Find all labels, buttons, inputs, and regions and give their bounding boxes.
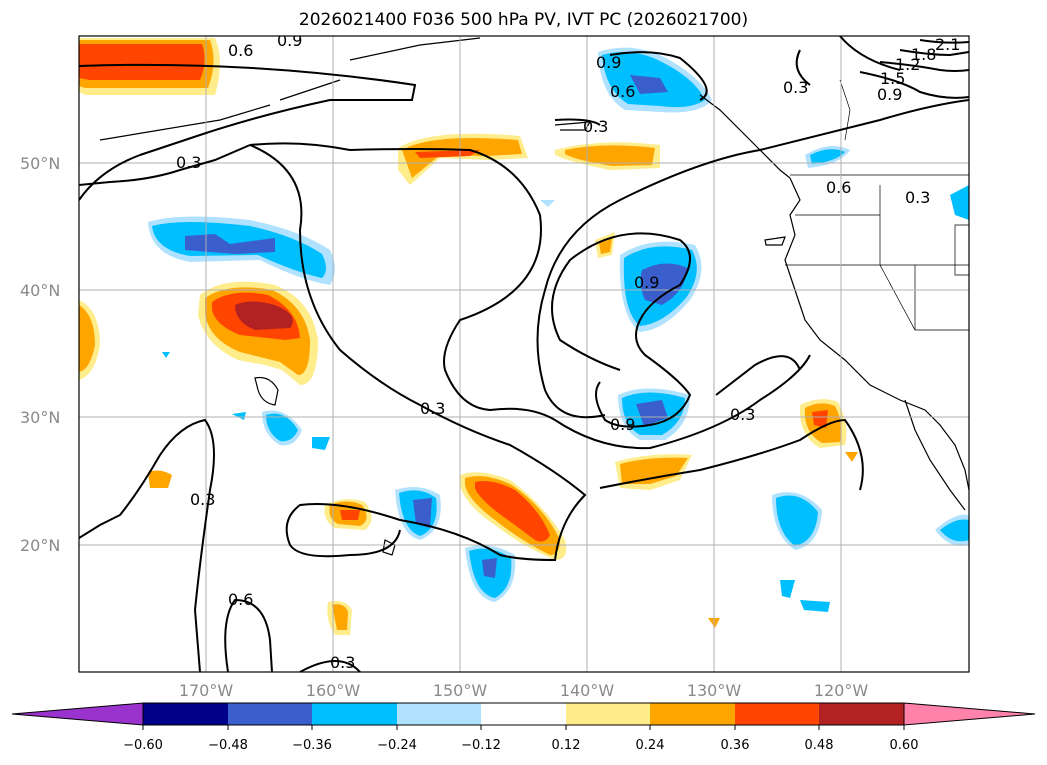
contour-label: 0.3 bbox=[420, 399, 445, 418]
lat-label-40n: 40°N bbox=[20, 281, 60, 300]
contour-label: 0.9 bbox=[610, 415, 635, 434]
map-frame bbox=[78, 35, 970, 673]
contour-label: 1.8 bbox=[911, 45, 936, 64]
contour-label: 0.3 bbox=[330, 653, 355, 672]
map-content: 0.3 0.6 0.9 0.3 0.9 0.6 0.3 0.6 0.3 0.9 … bbox=[79, 31, 969, 672]
lon-label-120w: 120°W bbox=[814, 681, 869, 700]
contour-label: 0.9 bbox=[877, 85, 902, 104]
colorbar-tick-label: 0.12 bbox=[552, 738, 581, 753]
contour-label: 0.6 bbox=[610, 82, 635, 101]
gridlines bbox=[79, 36, 969, 672]
contour-label: 0.9 bbox=[277, 31, 302, 50]
colorbar-segment bbox=[143, 703, 228, 725]
state-borders bbox=[785, 79, 969, 331]
colorbar-segment bbox=[566, 703, 650, 725]
lon-label-140w: 140°W bbox=[560, 681, 615, 700]
colorbar-segment bbox=[481, 703, 566, 725]
negative-anomaly-shading bbox=[148, 47, 969, 612]
lat-label-20n: 20°N bbox=[20, 536, 60, 555]
colorbar-tick-label: 0.36 bbox=[721, 738, 750, 753]
colorbar-min-extend bbox=[11, 702, 144, 726]
contour-label: 0.6 bbox=[826, 178, 851, 197]
contour-label: 0.3 bbox=[730, 405, 755, 424]
contour-label: 0.9 bbox=[596, 53, 621, 72]
colorbar-tick-label: −0.48 bbox=[208, 738, 248, 753]
contour-label: 0.3 bbox=[783, 78, 808, 97]
colorbar-tick-label: 0.48 bbox=[805, 738, 834, 753]
figure-title: 2026021400 F036 500 hPa PV, IVT PC (2026… bbox=[298, 10, 749, 30]
colorbar-segment bbox=[735, 703, 819, 725]
colorbar-tick-label: 0.24 bbox=[636, 738, 665, 753]
contour-label: 0.3 bbox=[905, 188, 930, 207]
longitude-axis: 170°W 160°W 150°W 140°W 130°W 120°W bbox=[179, 681, 869, 700]
lon-label-130w: 130°W bbox=[687, 681, 742, 700]
colorbar-segment bbox=[312, 703, 397, 725]
colorbar-segment bbox=[650, 703, 735, 725]
contour-label: 0.3 bbox=[583, 117, 608, 136]
colorbar-tick-label: −0.24 bbox=[377, 738, 417, 753]
contour-label: 0.3 bbox=[190, 490, 215, 509]
colorbar-tick-label: 0.60 bbox=[890, 738, 919, 753]
colorbar-tick-label: −0.60 bbox=[123, 738, 163, 753]
contour-label: 0.3 bbox=[176, 153, 201, 172]
contour-label: 1.2 bbox=[895, 55, 920, 74]
lon-label-170w: 170°W bbox=[179, 681, 234, 700]
lon-label-150w: 150°W bbox=[433, 681, 488, 700]
contour-label: 0.6 bbox=[228, 590, 253, 609]
lat-label-50n: 50°N bbox=[20, 154, 60, 173]
contour-label: 2.1 bbox=[935, 35, 960, 54]
colorbar-segment bbox=[228, 703, 312, 725]
colorbar-segment bbox=[397, 703, 481, 725]
colorbar-tick-label: −0.12 bbox=[461, 738, 501, 753]
pv-contours bbox=[79, 36, 969, 672]
colorbar: −0.60 −0.48 −0.36 −0.24 −0.12 0.12 0.24 … bbox=[11, 702, 1036, 753]
colorbar-ticks bbox=[142, 725, 905, 730]
coastlines bbox=[99, 37, 969, 556]
contour-labels: 0.3 0.6 0.9 0.3 0.9 0.6 0.3 0.6 0.3 0.9 … bbox=[176, 31, 960, 672]
contour-label: 1.5 bbox=[880, 69, 905, 88]
lon-label-160w: 160°W bbox=[306, 681, 361, 700]
colorbar-tick-label: −0.36 bbox=[292, 738, 332, 753]
colorbar-segment bbox=[819, 703, 904, 725]
colorbar-max-extend bbox=[903, 702, 1036, 726]
latitude-axis: 50°N 40°N 30°N 20°N bbox=[20, 154, 60, 555]
contour-label: 0.9 bbox=[634, 273, 659, 292]
contour-label: 0.6 bbox=[228, 41, 253, 60]
lat-label-30n: 30°N bbox=[20, 408, 60, 427]
colorbar-frame bbox=[142, 702, 905, 726]
